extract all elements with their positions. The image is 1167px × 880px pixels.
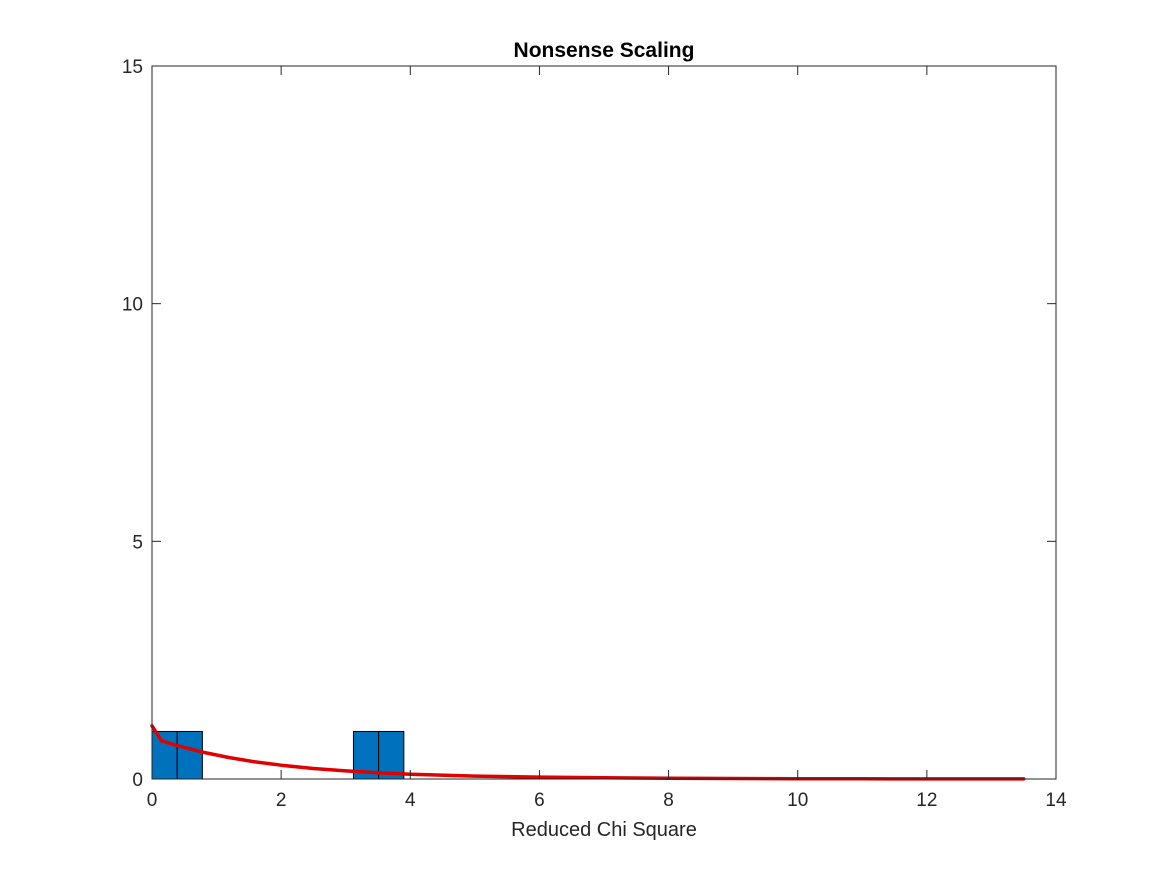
x-tick-label: 10	[787, 790, 808, 811]
x-tick-label: 6	[534, 790, 545, 811]
fit-curve-layer	[150, 724, 1026, 781]
histogram-bars	[151, 730, 405, 780]
fit-curve	[150, 724, 1026, 781]
x-tick-label: 14	[1045, 790, 1067, 811]
y-tick-label: 15	[122, 57, 143, 78]
x-tick-label: 12	[916, 790, 937, 811]
y-tick-label: 0	[132, 770, 143, 791]
histogram-bar	[151, 730, 178, 780]
y-tick-label: 5	[132, 532, 143, 553]
x-axis-ticks: 0 2 4 6 8 10 12 14	[147, 66, 1067, 811]
x-tick-label: 0	[147, 790, 158, 811]
y-axis-ticks: 0 5 10 15	[122, 57, 1056, 791]
axes-frame	[151, 65, 1057, 780]
histogram-bar	[378, 730, 405, 780]
histogram-bar	[176, 730, 203, 780]
x-tick-label: 4	[405, 790, 416, 811]
x-axis-label: Reduced Chi Square	[511, 819, 697, 841]
y-tick-label: 10	[122, 295, 143, 316]
x-tick-label: 2	[276, 790, 287, 811]
axes-box	[151, 65, 1057, 780]
chart-title: Nonsense Scaling	[514, 39, 695, 62]
x-tick-label: 8	[663, 790, 674, 811]
